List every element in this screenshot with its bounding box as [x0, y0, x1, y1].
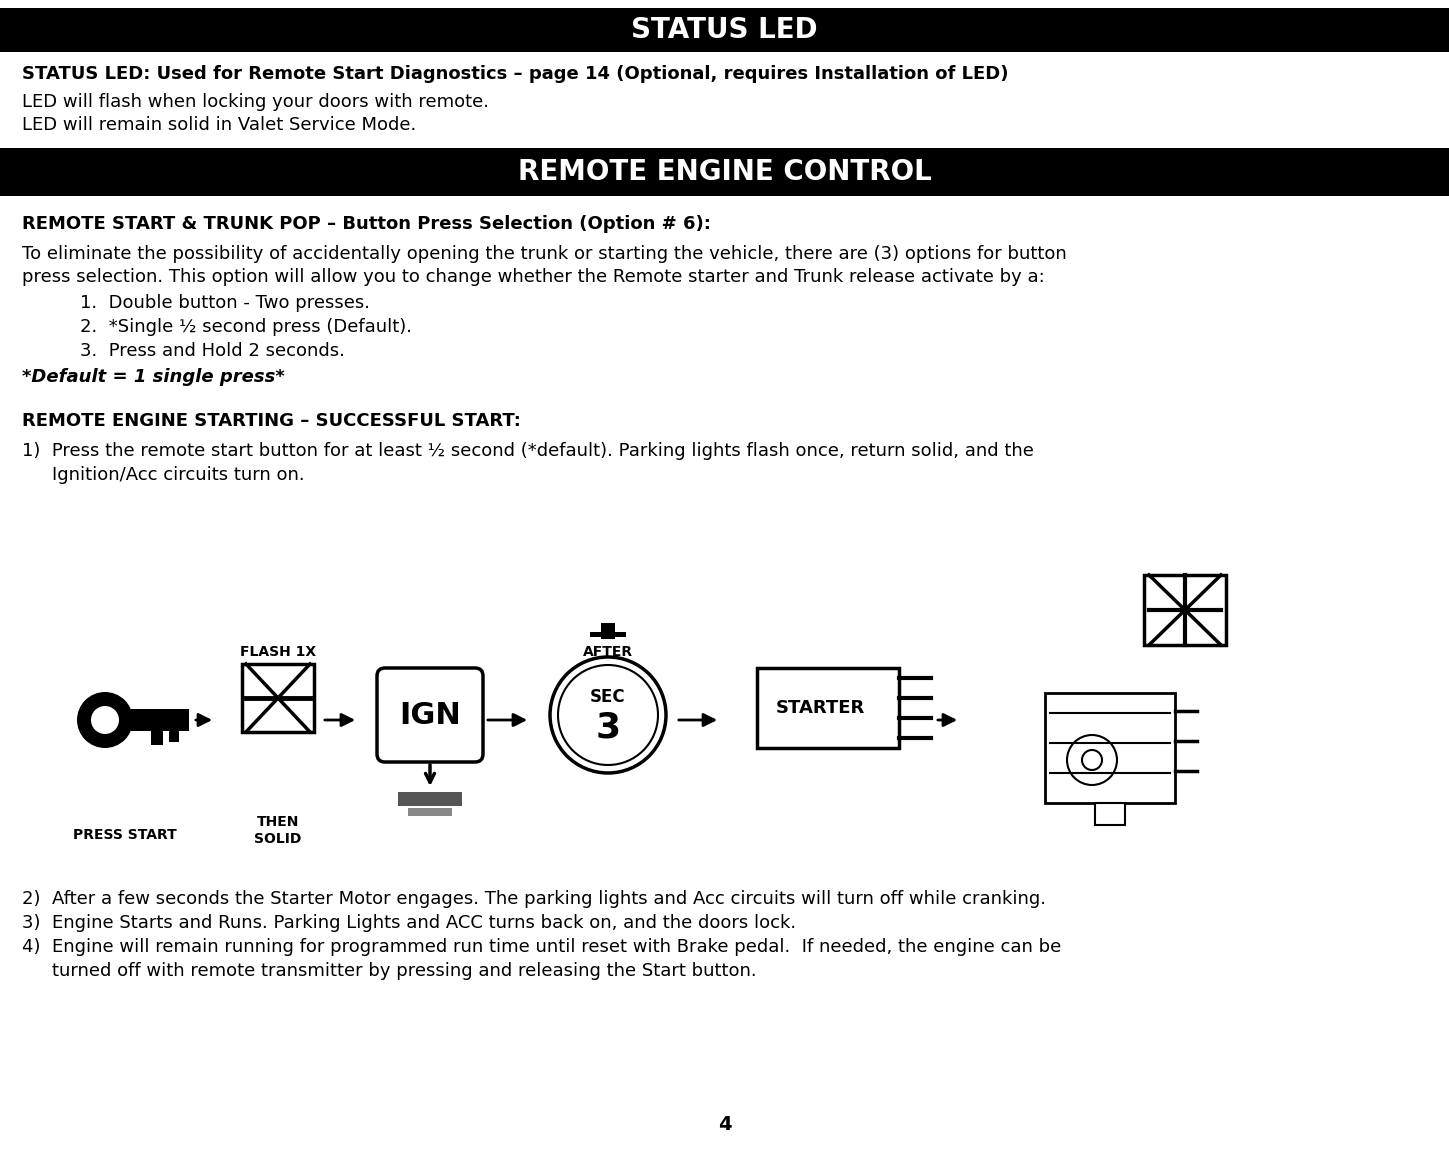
Text: REMOTE ENGINE STARTING – SUCCESSFUL START:: REMOTE ENGINE STARTING – SUCCESSFUL STAR… — [22, 412, 520, 430]
Text: STATUS LED: Used for Remote Start Diagnostics – page 14 (Optional, requires Inst: STATUS LED: Used for Remote Start Diagno… — [22, 65, 1009, 83]
Text: STATUS LED: STATUS LED — [632, 16, 817, 44]
Bar — [242, 664, 314, 732]
Bar — [0, 8, 1449, 52]
Text: REMOTE START & TRUNK POP – Button Press Selection (Option # 6):: REMOTE START & TRUNK POP – Button Press … — [22, 215, 711, 234]
Circle shape — [77, 692, 133, 748]
Text: 3: 3 — [596, 710, 620, 744]
Text: Ignition/Acc circuits turn on.: Ignition/Acc circuits turn on. — [52, 466, 304, 484]
Text: AFTER: AFTER — [582, 645, 633, 659]
Text: 2.  *Single ½ second press (Default).: 2. *Single ½ second press (Default). — [80, 318, 412, 336]
Text: To eliminate the possibility of accidentally opening the trunk or starting the v: To eliminate the possibility of accident… — [22, 245, 1066, 264]
Bar — [590, 632, 626, 637]
Bar — [130, 709, 188, 731]
Text: 4)  Engine will remain running for programmed run time until reset with Brake pe: 4) Engine will remain running for progra… — [22, 938, 1061, 956]
Text: LED will remain solid in Valet Service Mode.: LED will remain solid in Valet Service M… — [22, 116, 416, 134]
Bar — [756, 668, 898, 748]
Text: STARTER: STARTER — [775, 699, 865, 717]
Text: SOLID: SOLID — [255, 832, 301, 846]
Text: SOLID: SOLID — [1161, 633, 1208, 647]
Circle shape — [558, 665, 658, 765]
Text: REMOTE ENGINE CONTROL: REMOTE ENGINE CONTROL — [517, 158, 932, 186]
Text: 4: 4 — [717, 1116, 732, 1134]
Circle shape — [1066, 735, 1117, 785]
Text: *Default = 1 single press*: *Default = 1 single press* — [22, 368, 285, 386]
Text: IGN: IGN — [398, 701, 461, 729]
Bar — [151, 731, 162, 744]
Text: 1)  Press the remote start button for at least ½ second (*default). Parking ligh: 1) Press the remote start button for at … — [22, 442, 1035, 460]
Text: press selection. This option will allow you to change whether the Remote starter: press selection. This option will allow … — [22, 268, 1045, 286]
Bar — [1145, 575, 1226, 645]
Bar — [398, 792, 462, 806]
Text: FLASH 1X: FLASH 1X — [241, 645, 316, 659]
Bar — [601, 623, 614, 639]
Circle shape — [91, 706, 119, 734]
Bar — [0, 148, 1449, 197]
Bar — [1095, 803, 1124, 825]
Text: 3)  Engine Starts and Runs. Parking Lights and ACC turns back on, and the doors : 3) Engine Starts and Runs. Parking Light… — [22, 914, 796, 932]
Text: turned off with remote transmitter by pressing and releasing the Start button.: turned off with remote transmitter by pr… — [52, 962, 756, 980]
Text: PRESS START: PRESS START — [72, 828, 177, 842]
Text: 3.  Press and Hold 2 seconds.: 3. Press and Hold 2 seconds. — [80, 342, 345, 360]
Text: 1.  Double button - Two presses.: 1. Double button - Two presses. — [80, 294, 369, 312]
Text: LED will flash when locking your doors with remote.: LED will flash when locking your doors w… — [22, 92, 488, 111]
Bar — [170, 731, 180, 742]
Text: 2)  After a few seconds the Starter Motor engages. The parking lights and Acc ci: 2) After a few seconds the Starter Motor… — [22, 890, 1046, 907]
Text: THEN: THEN — [256, 815, 298, 829]
FancyBboxPatch shape — [377, 668, 483, 762]
Bar — [409, 808, 452, 816]
Circle shape — [1082, 750, 1103, 770]
Text: SEC: SEC — [590, 688, 626, 706]
Bar — [1045, 692, 1175, 803]
Circle shape — [551, 657, 667, 773]
